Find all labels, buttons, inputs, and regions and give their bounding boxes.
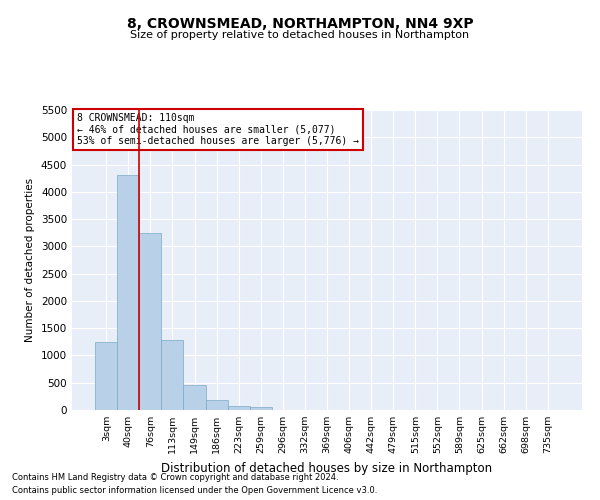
Text: 8 CROWNSMEAD: 110sqm
← 46% of detached houses are smaller (5,077)
53% of semi-de: 8 CROWNSMEAD: 110sqm ← 46% of detached h… — [77, 113, 359, 146]
X-axis label: Distribution of detached houses by size in Northampton: Distribution of detached houses by size … — [161, 462, 493, 474]
Bar — [161, 340, 184, 410]
Bar — [206, 400, 227, 410]
Bar — [184, 386, 206, 410]
Text: Contains public sector information licensed under the Open Government Licence v3: Contains public sector information licen… — [12, 486, 377, 495]
Text: Size of property relative to detached houses in Northampton: Size of property relative to detached ho… — [130, 30, 470, 40]
Text: 8, CROWNSMEAD, NORTHAMPTON, NN4 9XP: 8, CROWNSMEAD, NORTHAMPTON, NN4 9XP — [127, 18, 473, 32]
Bar — [250, 408, 272, 410]
Bar — [95, 342, 117, 410]
Bar — [139, 232, 161, 410]
Bar — [117, 176, 139, 410]
Bar — [227, 406, 250, 410]
Y-axis label: Number of detached properties: Number of detached properties — [25, 178, 35, 342]
Text: Contains HM Land Registry data © Crown copyright and database right 2024.: Contains HM Land Registry data © Crown c… — [12, 474, 338, 482]
